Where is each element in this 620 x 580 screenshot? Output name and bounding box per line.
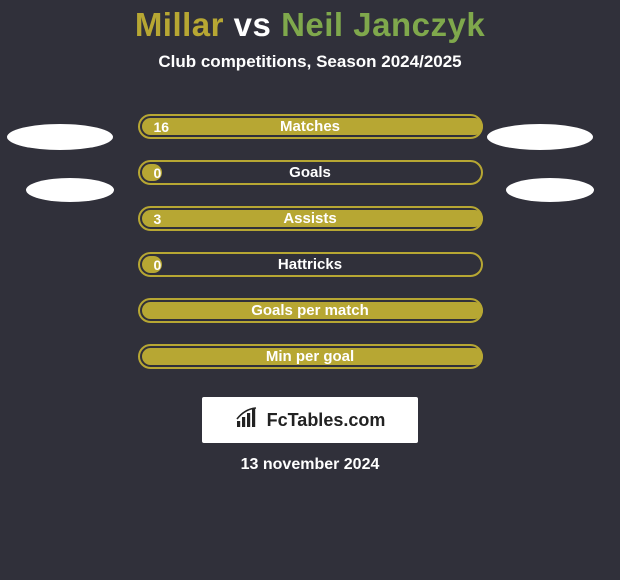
decorative-ellipse [26, 178, 114, 202]
logo-text: FcTables.com [267, 410, 386, 431]
stat-label: Min per goal [140, 348, 481, 365]
stat-bar: 16Matches [138, 114, 483, 139]
title-part: Millar [135, 6, 224, 43]
stat-label: Goals [140, 164, 481, 181]
stat-label: Hattricks [140, 256, 481, 273]
stat-bar: Min per goal [138, 344, 483, 369]
stat-label: Goals per match [140, 302, 481, 319]
subtitle: Club competitions, Season 2024/2025 [0, 52, 620, 72]
chart-bars-icon [235, 407, 261, 434]
fctables-logo: FcTables.com [202, 397, 418, 443]
page-title: Millar vs Neil Janczyk [0, 0, 620, 44]
stat-bars: 16Matches 0Goals 3Assists 0Hattricks Goals p… [0, 114, 620, 369]
decorative-ellipse [7, 124, 113, 150]
stat-bar: 0Goals [138, 160, 483, 185]
stat-label: Assists [140, 210, 481, 227]
stat-bar: 3Assists [138, 206, 483, 231]
decorative-ellipse [506, 178, 594, 202]
date-caption: 13 november 2024 [0, 456, 620, 474]
decorative-ellipse [487, 124, 593, 150]
stat-label: Matches [140, 118, 481, 135]
title-part: vs [224, 6, 281, 43]
stat-bar: Goals per match [138, 298, 483, 323]
stat-bar: 0Hattricks [138, 252, 483, 277]
title-part: Neil Janczyk [281, 6, 485, 43]
